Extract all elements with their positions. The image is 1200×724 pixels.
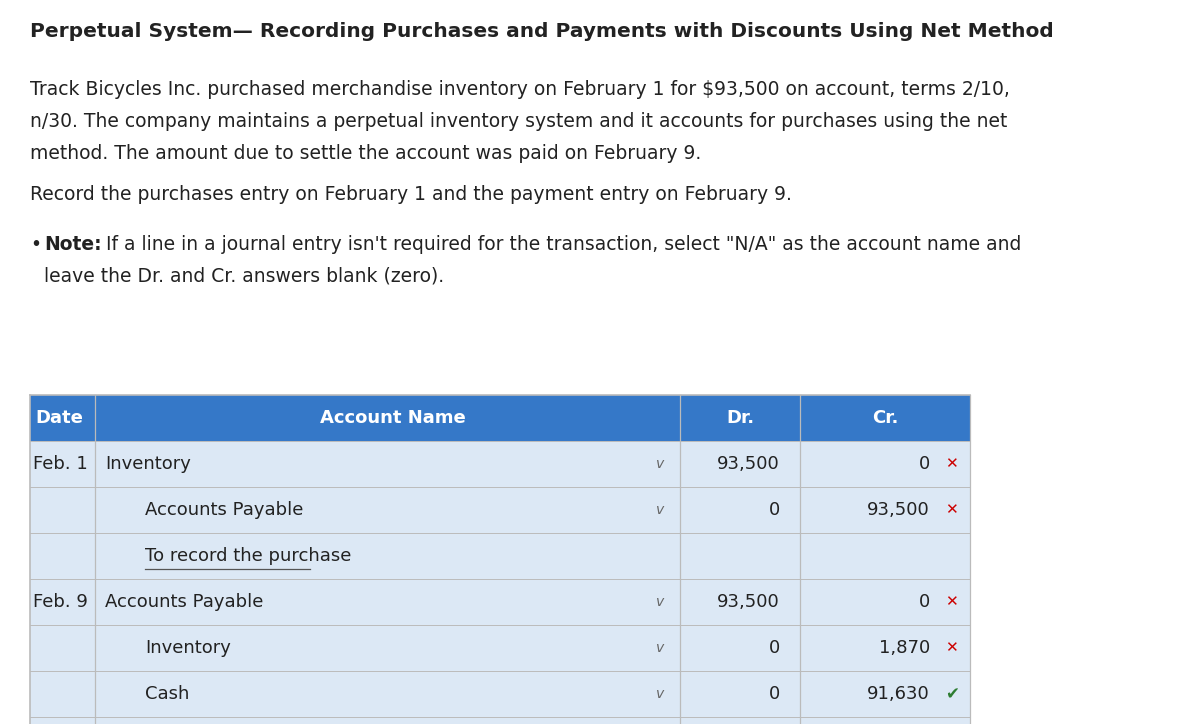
Text: Accounts Payable: Accounts Payable [145,501,304,519]
Text: Account Name: Account Name [319,409,466,427]
Bar [30,717,970,724]
Text: Perpetual System— Recording Purchases and Payments with Discounts Using Net Meth: Perpetual System— Recording Purchases an… [30,22,1054,41]
Text: 1,870: 1,870 [878,639,930,657]
Text: Dr.: Dr. [726,409,754,427]
Text: Record the purchases entry on February 1 and the payment entry on February 9.: Record the purchases entry on February 1… [30,185,792,204]
Text: v: v [656,687,664,701]
Text: ✕: ✕ [946,594,958,610]
Text: 0: 0 [919,593,930,611]
Text: 93,500: 93,500 [718,455,780,473]
Text: v: v [656,641,664,655]
Bar [30,579,970,625]
Bar [30,671,970,717]
Text: Track Bicycles Inc. purchased merchandise inventory on February 1 for $93,500 on: Track Bicycles Inc. purchased merchandis… [30,80,1010,99]
Text: n/30. The company maintains a perpetual inventory system and it accounts for pur: n/30. The company maintains a perpetual … [30,112,1007,131]
Text: Cash: Cash [145,685,190,703]
Text: Inventory: Inventory [145,639,230,657]
Text: ✔: ✔ [946,685,959,703]
Text: 0: 0 [769,685,780,703]
Text: 93,500: 93,500 [868,501,930,519]
Text: leave the Dr. and Cr. answers blank (zero).: leave the Dr. and Cr. answers blank (zer… [44,267,444,286]
Text: Cr.: Cr. [872,409,898,427]
Text: To record the purchase: To record the purchase [145,547,352,565]
Text: If a line in a journal entry isn't required for the transaction, select "N/A" as: If a line in a journal entry isn't requi… [100,235,1021,254]
Text: ✕: ✕ [946,641,958,655]
Bar [30,441,970,487]
Text: 0: 0 [769,639,780,657]
Text: Date: Date [35,409,83,427]
Text: •: • [30,235,41,254]
Text: Note:: Note: [44,235,102,254]
Text: 0: 0 [919,455,930,473]
Text: Feb. 9: Feb. 9 [34,593,88,611]
Text: ✕: ✕ [946,502,958,518]
Bar [30,625,970,671]
Text: Inventory: Inventory [106,455,191,473]
Text: Feb. 1: Feb. 1 [34,455,88,473]
Bar [30,395,970,441]
Text: ✕: ✕ [946,457,958,471]
Bar [30,487,970,533]
Text: 93,500: 93,500 [718,593,780,611]
Text: v: v [656,595,664,609]
Text: Accounts Payable: Accounts Payable [106,593,263,611]
Text: method. The amount due to settle the account was paid on February 9.: method. The amount due to settle the acc… [30,144,701,163]
Text: v: v [656,457,664,471]
Text: v: v [656,503,664,517]
Text: 0: 0 [769,501,780,519]
Text: 91,630: 91,630 [868,685,930,703]
Bar [30,533,970,579]
